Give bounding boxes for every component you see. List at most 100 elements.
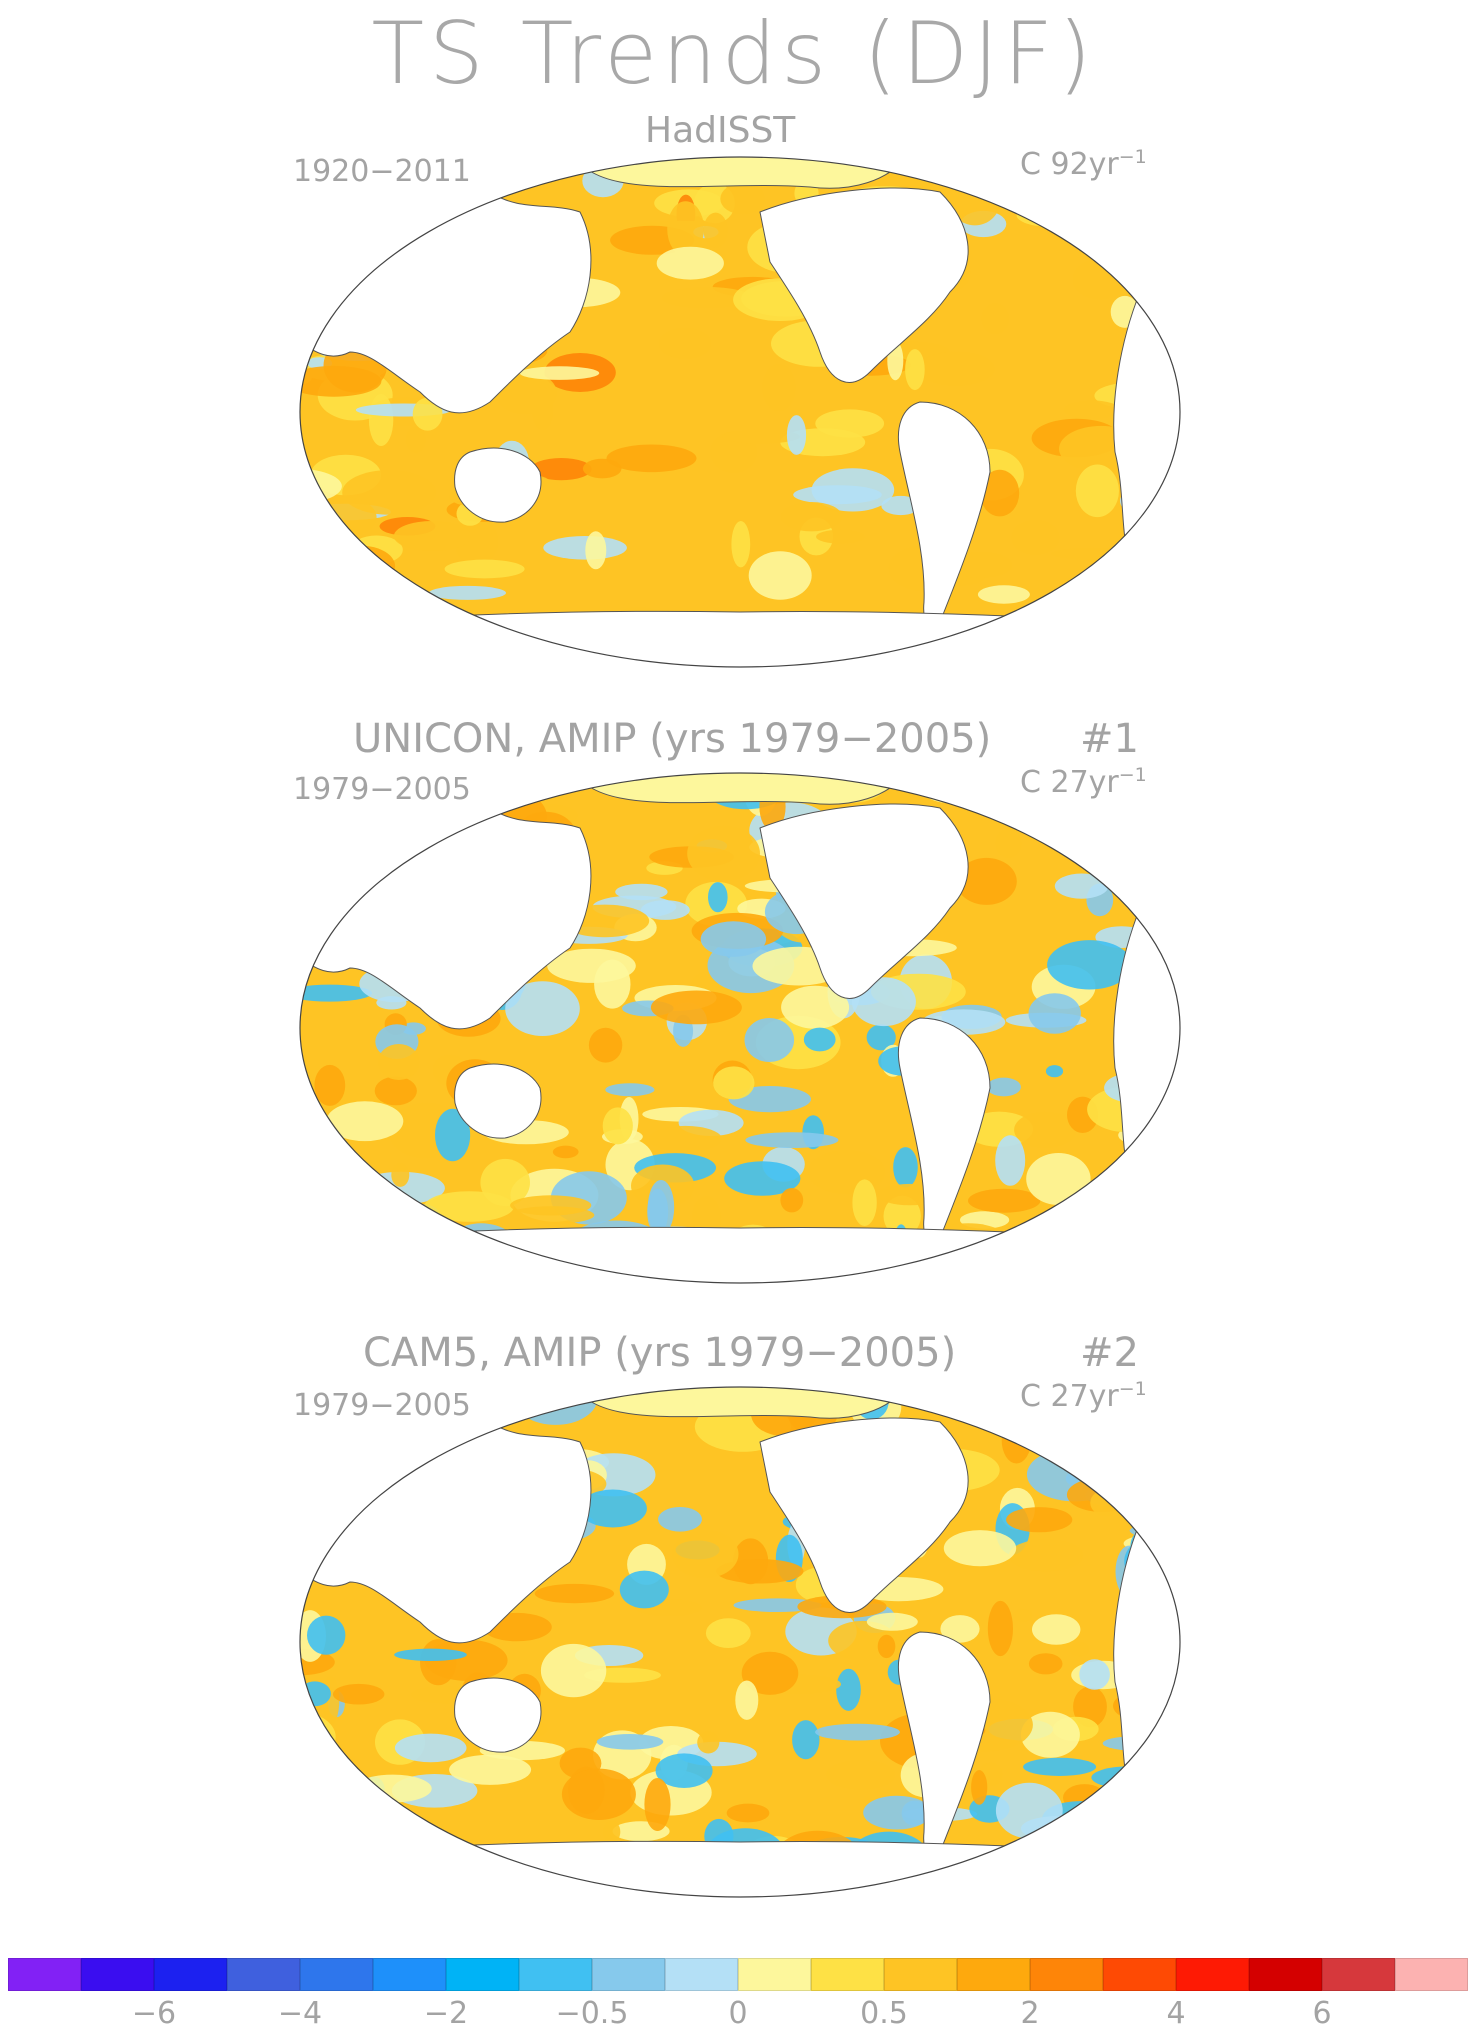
- panel-2-units: C 27yr−1: [1020, 764, 1147, 800]
- contour-patch: [326, 1101, 404, 1142]
- contour-patch: [307, 1615, 346, 1655]
- contour-patch: [1135, 1143, 1170, 1166]
- colorbar-label: −0.5: [555, 1996, 629, 2031]
- contour-patch: [1129, 653, 1180, 667]
- contour-patch: [940, 1615, 980, 1643]
- contour-patch: [1139, 810, 1180, 851]
- contour-patch: [324, 1847, 356, 1880]
- contour-patch: [1084, 641, 1178, 667]
- colorbar-box-8: [592, 1958, 665, 1991]
- contour-patch: [561, 1768, 636, 1820]
- contour-patch: [391, 1162, 410, 1187]
- contour-patch: [1154, 493, 1180, 513]
- contour-patch: [300, 1681, 331, 1707]
- colorbar-box-18: [1322, 1958, 1395, 1991]
- contour-patch: [1016, 203, 1084, 227]
- contour-patch: [394, 1227, 417, 1266]
- contour-patch: [411, 1403, 431, 1417]
- contour-patch: [815, 1723, 900, 1741]
- map-outline: [299, 156, 1181, 668]
- landmass: [454, 1677, 542, 1753]
- contour-patch: [1100, 604, 1180, 620]
- contour-patch: [703, 212, 728, 248]
- contour-patch: [1000, 806, 1021, 824]
- colorbar-box-10: [738, 1958, 811, 1991]
- contour-patch: [1064, 1189, 1158, 1243]
- contour-patch: [1159, 1839, 1180, 1894]
- contour-patch: [378, 1879, 439, 1897]
- contour-patch: [826, 1759, 896, 1790]
- contour-patch: [306, 1202, 378, 1253]
- contour-patch: [697, 1731, 720, 1754]
- contour-patch: [1071, 773, 1103, 806]
- contour-patch: [1154, 1416, 1180, 1455]
- contour-patch: [762, 364, 796, 412]
- contour-patch: [454, 1258, 540, 1280]
- contour-patch: [1001, 1417, 1032, 1464]
- contour-patch: [1104, 1203, 1160, 1248]
- contour-patch: [1106, 1878, 1148, 1897]
- contour-patch: [1063, 1870, 1140, 1897]
- contour-patch: [300, 825, 377, 876]
- contour-patch: [647, 1188, 669, 1235]
- panel-2-units-prefix: C 27yr: [1020, 765, 1119, 800]
- panel-2-period: 1979−2005: [293, 772, 471, 807]
- contour-patch: [987, 1843, 1069, 1896]
- contour-patch: [300, 984, 372, 1002]
- contour-patch: [977, 585, 1030, 604]
- contour-patch: [724, 1161, 801, 1196]
- map-svg: [299, 156, 1181, 668]
- contour-patch: [980, 469, 1020, 517]
- contour-patch: [962, 1867, 1005, 1897]
- contour-patch: [1138, 260, 1180, 286]
- contour-patch: [434, 183, 469, 205]
- contour-patch: [955, 1259, 1005, 1283]
- contour-patch: [780, 1188, 804, 1213]
- contour-patch: [1026, 1153, 1091, 1205]
- contour-patch: [1066, 1247, 1092, 1272]
- contour-patch: [547, 948, 636, 983]
- colorbar-label: −4: [277, 1996, 323, 2031]
- contour-patch: [1028, 1653, 1063, 1675]
- colorbar-box-5: [373, 1958, 446, 1991]
- contour-patch: [582, 458, 622, 479]
- contour-patch: [1107, 222, 1155, 238]
- contour-patch: [786, 415, 807, 455]
- contour-patch: [968, 1188, 1041, 1213]
- contour-patch: [1006, 1507, 1073, 1533]
- contour-patch: [309, 496, 377, 538]
- contour-patch: [1073, 1686, 1107, 1728]
- colorbar-box-13: [957, 1958, 1030, 1991]
- contour-patch: [1027, 1834, 1076, 1863]
- contour-patch: [1011, 519, 1060, 555]
- contour-patch: [1047, 800, 1143, 821]
- contour-patch: [300, 575, 326, 596]
- contour-patch: [1059, 782, 1087, 819]
- panel-3-units-exponent: −1: [1118, 1378, 1147, 1400]
- contour-patch: [368, 584, 390, 612]
- contour-patch: [602, 1107, 633, 1145]
- colorbar-box-9: [665, 1958, 738, 1991]
- contour-patch: [1081, 804, 1144, 824]
- colorbar: [8, 1958, 1468, 1991]
- contour-patch: [912, 1387, 943, 1400]
- contour-patch: [344, 1774, 369, 1796]
- colorbar-box-4: [300, 1958, 373, 1991]
- contour-patch: [662, 286, 752, 309]
- colorbar-box-3: [227, 1958, 300, 1991]
- contour-patch: [956, 857, 1017, 905]
- contour-patch: [1063, 400, 1120, 420]
- contour-patch: [995, 828, 1022, 858]
- contour-patch: [713, 1066, 755, 1100]
- contour-patch: [1043, 1390, 1090, 1429]
- contour-patch: [596, 1734, 664, 1750]
- contour-patch: [1079, 1659, 1110, 1690]
- panel-3-title: CAM5, AMIP (yrs 1979−2005): [363, 1330, 957, 1376]
- contour-patch: [300, 1399, 377, 1416]
- contour-patch: [376, 996, 407, 1010]
- contour-patch: [918, 351, 995, 386]
- contour-patch: [1023, 1757, 1097, 1776]
- contour-patch: [974, 773, 1022, 805]
- contour-patch: [792, 1720, 820, 1760]
- contour-patch: [412, 1391, 485, 1447]
